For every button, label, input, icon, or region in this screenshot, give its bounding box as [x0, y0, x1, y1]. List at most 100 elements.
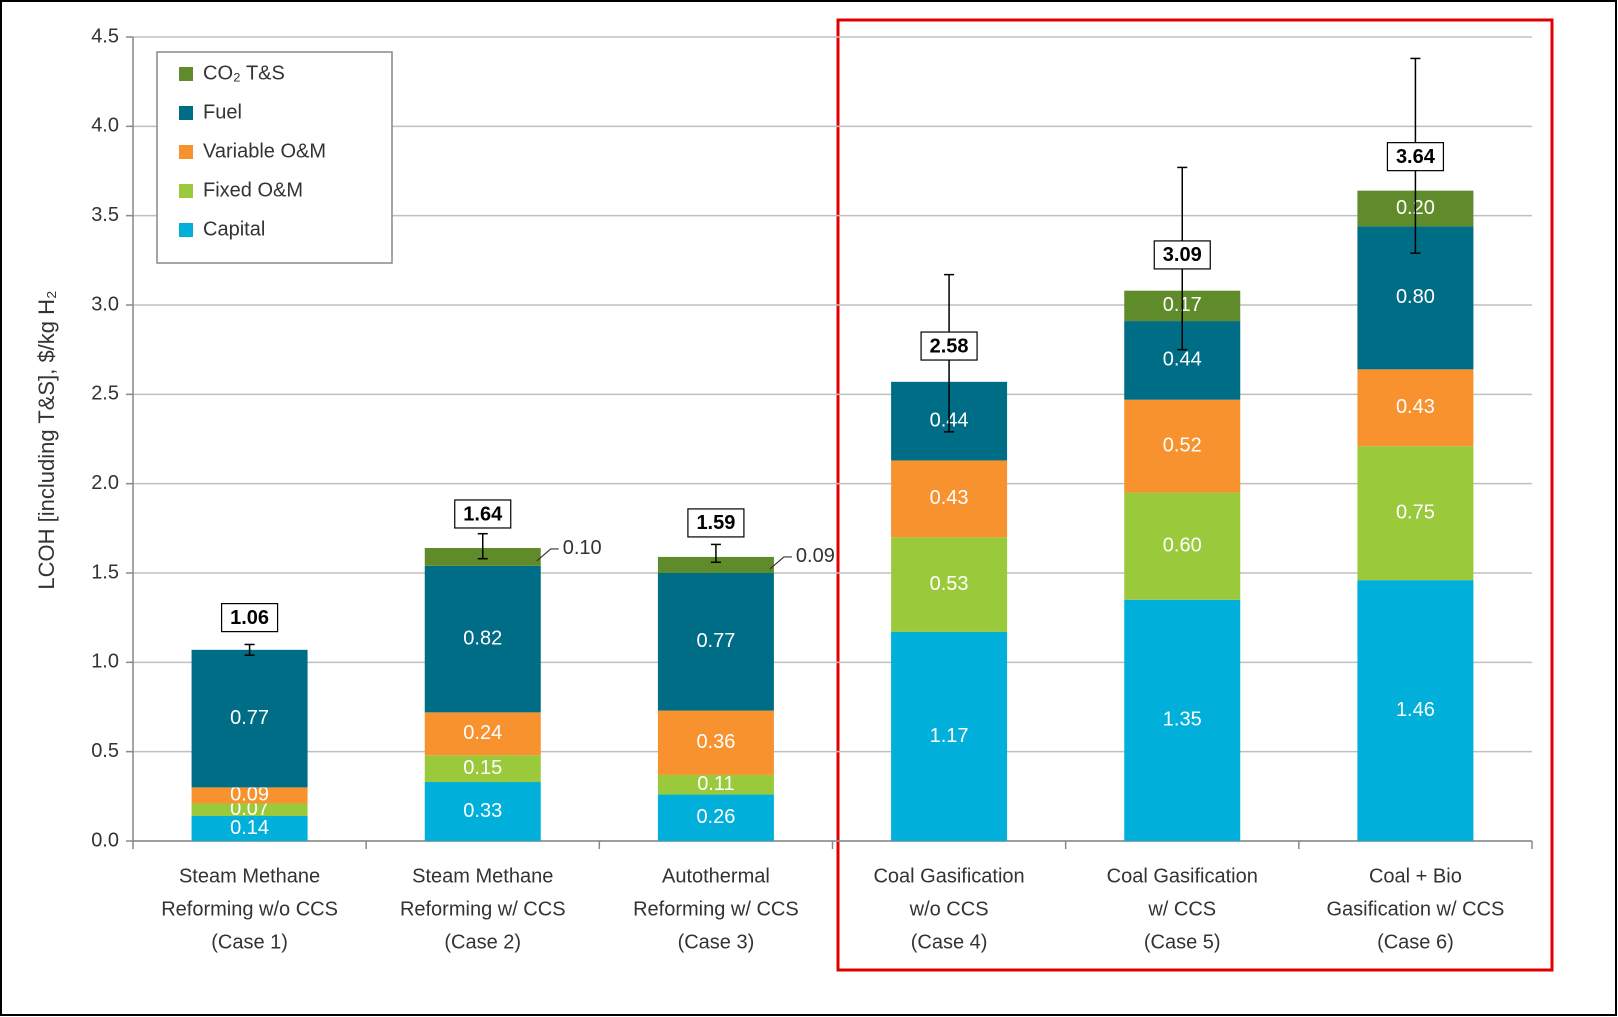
bar-segment: [891, 631, 1008, 841]
value-label: 0.77: [230, 707, 269, 729]
total-label: 1.64: [463, 503, 503, 525]
bar-segment: [891, 460, 1008, 538]
x-tick-label: Steam Methane: [179, 865, 320, 887]
legend-label: Variable O&M: [203, 140, 326, 162]
x-tick-label: Gasification w/ CCS: [1326, 898, 1504, 920]
legend-swatch: [179, 106, 193, 120]
legend-swatch: [179, 184, 193, 198]
bar-segment: [1357, 446, 1474, 581]
y-tick-label: 1.5: [91, 561, 119, 583]
x-tick-label: (Case 6): [1377, 931, 1454, 953]
bar-segment: [657, 573, 774, 711]
value-label: 1.17: [930, 725, 969, 747]
bar-segment: [1357, 580, 1474, 841]
y-tick-label: 3.5: [91, 204, 119, 226]
y-tick-label: 0.5: [91, 740, 119, 762]
legend-swatch: [179, 145, 193, 159]
bar-segment: [1124, 599, 1241, 841]
value-label: 0.36: [696, 731, 735, 753]
y-axis-label: LCOH [including T&S], $/kg H₂: [34, 290, 59, 589]
bar-segment: [191, 787, 308, 804]
legend-box: [156, 51, 393, 264]
value-label: 0.11: [697, 773, 734, 795]
x-tick-label: w/o CCS: [909, 898, 989, 920]
value-label: 0.43: [1396, 396, 1435, 418]
value-label: 0.53: [930, 573, 969, 595]
value-label: 0.77: [696, 630, 735, 652]
bar-segment: [657, 774, 774, 795]
value-label: 0.75: [1396, 501, 1435, 523]
x-tick-label: (Case 1): [211, 931, 288, 953]
value-label: 0.07: [230, 798, 269, 820]
x-tick-label: Coal Gasification: [873, 865, 1024, 887]
value-label: 0.10: [563, 537, 602, 559]
value-label: 1.46: [1396, 699, 1435, 721]
total-box: [220, 603, 279, 633]
bar-segment: [191, 803, 308, 816]
legend-label: Fixed O&M: [203, 179, 303, 201]
y-tick-label: 0.0: [91, 829, 119, 851]
bar-segment: [191, 815, 308, 841]
bar-segment: [1357, 369, 1474, 447]
total-label: 3.09: [1163, 244, 1202, 266]
legend-swatch: [179, 67, 193, 81]
total-box: [454, 499, 512, 529]
x-tick-label: Coal + Bio: [1369, 865, 1462, 887]
x-tick-label: w/ CCS: [1147, 898, 1216, 920]
error-bar: [477, 532, 488, 560]
value-label: 1.35: [1163, 709, 1202, 731]
y-tick-label: 4.5: [91, 25, 119, 47]
value-label: 0.80: [1396, 286, 1435, 308]
bar-segment: [424, 782, 541, 841]
x-tick-label: Reforming w/o CCS: [161, 898, 338, 920]
legend-label: CO₂ T&S: [203, 62, 285, 84]
value-label: 0.24: [463, 722, 502, 744]
error-bar: [710, 543, 721, 564]
value-label: 0.52: [1163, 434, 1202, 456]
bar-segment: [424, 755, 541, 783]
value-label: 0.09: [230, 784, 269, 806]
total-label: 2.58: [930, 335, 969, 357]
y-tick-label: 1.0: [91, 651, 119, 673]
callout-line: [536, 548, 559, 562]
error-bar: [244, 643, 255, 656]
x-tick-label: (Case 5): [1144, 931, 1221, 953]
x-tick-label: (Case 2): [444, 931, 521, 953]
bar-segment: [1124, 399, 1241, 493]
total-label: 1.06: [230, 607, 269, 629]
value-label: 0.82: [463, 627, 502, 649]
value-label: 0.44: [1163, 349, 1202, 371]
legend-label: Fuel: [203, 101, 242, 123]
value-label: 0.15: [463, 757, 502, 779]
y-tick-label: 2.0: [91, 472, 119, 494]
x-tick-label: Reforming w/ CCS: [400, 898, 566, 920]
y-tick-label: 4.0: [91, 115, 119, 137]
total-box: [687, 508, 745, 538]
callout-line: [769, 556, 792, 570]
x-tick-label: (Case 4): [911, 931, 988, 953]
x-tick-label: Autothermal: [662, 865, 770, 887]
x-tick-label: (Case 3): [678, 931, 755, 953]
value-label: 0.33: [463, 800, 502, 822]
total-box: [1153, 240, 1211, 270]
value-label: 0.43: [930, 487, 969, 509]
y-tick-label: 2.5: [91, 383, 119, 405]
legend-label: Capital: [203, 218, 265, 240]
total-box: [1386, 142, 1445, 172]
y-tick-label: 3.0: [91, 293, 119, 315]
bar-segment: [891, 537, 1008, 632]
bar-segment: [424, 565, 541, 713]
bar-segment: [424, 712, 541, 756]
highlight-box: [836, 18, 1554, 972]
value-label: 0.26: [696, 806, 735, 828]
x-tick-label: Reforming w/ CCS: [633, 898, 799, 920]
total-box: [920, 331, 978, 361]
value-label: 0.60: [1163, 534, 1202, 556]
bar-segment: [191, 649, 308, 788]
bar-segment: [657, 710, 774, 775]
bar-segment: [657, 556, 774, 573]
total-label: 1.59: [696, 512, 735, 534]
bar-segment: [657, 794, 774, 841]
value-label: 0.09: [796, 545, 835, 567]
